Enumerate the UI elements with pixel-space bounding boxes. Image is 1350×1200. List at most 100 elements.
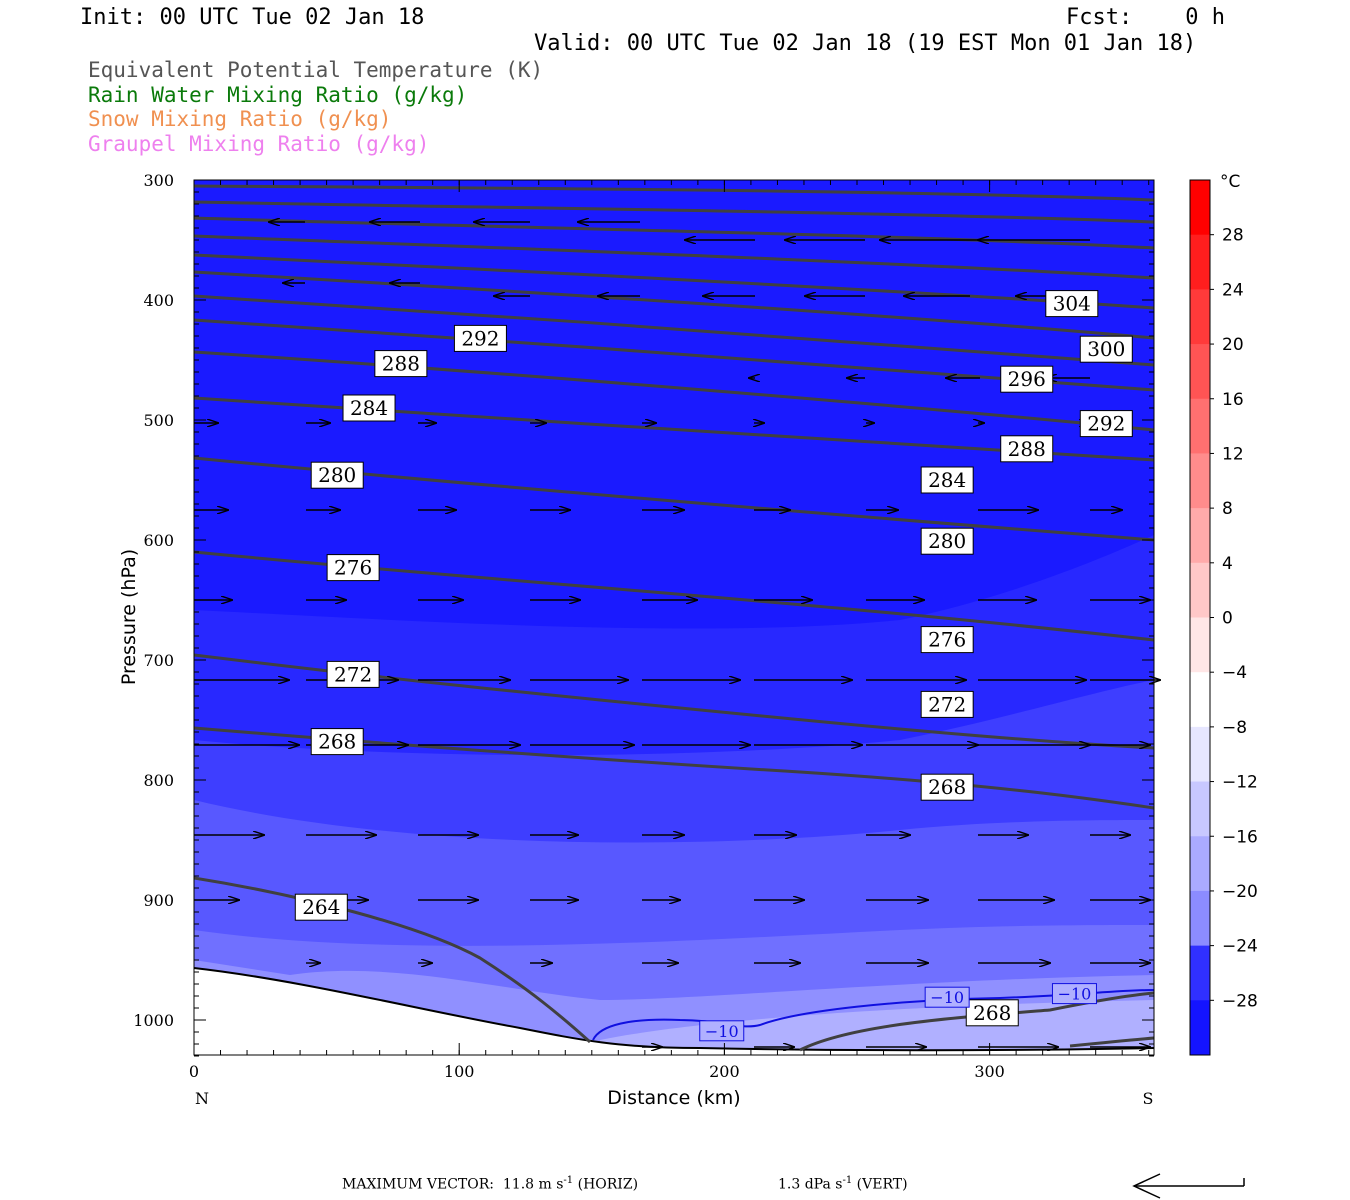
colorbar-band	[1190, 562, 1210, 618]
y-tick-label: 1000	[133, 1011, 174, 1030]
theta-e-label: 280	[920, 527, 974, 555]
colorbar-label: 4	[1222, 554, 1233, 574]
colorbar-band	[1190, 890, 1210, 947]
theta-e-label-text: 268	[973, 1001, 1011, 1025]
colorbar-band	[1190, 453, 1210, 509]
theta-e-line	[194, 253, 1154, 310]
theta-e-label: 284	[920, 466, 974, 494]
theta-e-label: 264	[294, 893, 348, 921]
forecast-hour: Fcst: 0 h	[1066, 5, 1225, 30]
theta-e-label-box	[310, 728, 364, 756]
minor-ticks	[193, 179, 1154, 1057]
y-tick-label: 700	[143, 651, 174, 670]
footer-vert-tail: (VERT)	[852, 1176, 908, 1193]
theta-e-line	[194, 876, 592, 1044]
colorbar-band	[1190, 1000, 1210, 1056]
theta-e-label-box	[453, 324, 507, 352]
theta-e-label-text: 280	[318, 463, 356, 487]
x-tick-label: 200	[709, 1062, 740, 1081]
plot-frame	[193, 179, 1155, 1056]
theta-e-label-text: 276	[928, 628, 966, 652]
theta-e-label-text: 288	[1008, 437, 1046, 461]
theta-e-label-text: 296	[1008, 367, 1046, 391]
theta-e-label-text: 272	[928, 692, 966, 716]
theta-e-label: 268	[310, 728, 364, 756]
theta-e-label-box	[920, 773, 974, 801]
colorbar-label: 12	[1222, 444, 1244, 464]
theta-e-label-text: 284	[350, 396, 388, 420]
theta-e-label-text: 284	[928, 468, 966, 492]
colorbar-band	[1190, 672, 1210, 728]
colorbar-label: 24	[1222, 280, 1244, 300]
field-graupel: Graupel Mixing Ratio (g/kg)	[88, 132, 430, 156]
colorbar-band	[1190, 617, 1210, 673]
y-axis-label: Pressure (hPa)	[118, 549, 140, 685]
theta-e-line	[194, 270, 1154, 340]
theta-e-label-box	[920, 626, 974, 654]
colorbar-label: 16	[1222, 390, 1244, 410]
theta-e-line	[194, 350, 1154, 432]
footer-vert-value: 1.3 dPa s	[778, 1176, 843, 1193]
theta-e-label-text: 280	[928, 529, 966, 553]
colorbar-band	[1190, 726, 1210, 783]
theta-e-label-text: 268	[928, 775, 966, 799]
isotherm-label-box	[924, 986, 970, 1008]
theta-e-label: 272	[920, 690, 974, 718]
x-tick-label: 0	[189, 1062, 199, 1081]
theta-e-line	[194, 234, 1154, 280]
colorbar: 28 24 20 16 12 8 4 0 −4 −8 −12 −16 −20 −24 −28	[1189, 179, 1258, 1056]
y-tick-label: 400	[143, 291, 174, 310]
theta-e-label-box	[326, 660, 380, 688]
theta-e-label: 288	[374, 350, 428, 378]
max-vector-arrowhead	[1132, 1173, 1161, 1199]
contour-labels: 304 300 296 292 292 288 288 284 284 280 280 276 276 2…	[294, 290, 1133, 1042]
colorbar-band	[1190, 234, 1210, 290]
field-theta-e: Equivalent Potential Temperature (K)	[88, 58, 544, 82]
footer-horiz-exp: -1	[563, 1175, 574, 1186]
colorbar-label: −20	[1222, 882, 1258, 902]
theta-e-label-box	[1079, 335, 1133, 363]
footer-horiz-value: MAXIMUM VECTOR: 11.8 m s	[342, 1176, 564, 1193]
colorbar-label: −4	[1222, 663, 1247, 683]
theta-e-label-box	[1079, 410, 1133, 438]
theta-e-line	[194, 184, 1154, 202]
x-left-label: N	[195, 1089, 209, 1108]
theta-e-line	[1069, 1036, 1154, 1048]
colorbar-band	[1190, 836, 1210, 892]
theta-e-label-box	[1045, 290, 1099, 318]
theta-e-label-box	[1000, 435, 1054, 463]
theta-e-label: 276	[326, 554, 380, 582]
y-tick-label: 500	[143, 411, 174, 430]
colorbar-band	[1190, 398, 1210, 454]
theta-e-label: 300	[1079, 335, 1133, 363]
x-tick-label: 100	[444, 1062, 475, 1081]
colorbar-label: −28	[1222, 991, 1258, 1011]
theta-e-label-box	[1000, 365, 1054, 393]
theta-e-label: 304	[1045, 290, 1099, 318]
valid-time: Valid: 00 UTC Tue 02 Jan 18 (19 EST Mon …	[534, 31, 1197, 56]
max-vector-vert: 1.3 dPa s-1 (VERT)	[778, 1175, 908, 1193]
max-vector-horiz: MAXIMUM VECTOR: 11.8 m s-1 (HORIZ)	[342, 1175, 638, 1193]
isotherm-label: −10	[699, 1020, 745, 1042]
theta-e-label-text: 300	[1087, 337, 1125, 361]
colorbar-band	[1190, 180, 1210, 236]
init-time: Init: 00 UTC Tue 02 Jan 18	[80, 5, 425, 30]
terrain-outline	[193, 967, 1155, 1052]
isotherm-label-text: −10	[1058, 985, 1092, 1004]
theta-e-label-text: 288	[382, 352, 420, 376]
isotherm-label: −10	[924, 986, 970, 1008]
theta-e-label: 288	[1000, 435, 1054, 463]
theta-e-label: 292	[1079, 410, 1133, 438]
theta-e-label: 268	[965, 999, 1019, 1027]
colorbar-label: −12	[1222, 773, 1258, 793]
theta-e-line	[194, 294, 1154, 367]
y-tick-label: 900	[143, 891, 174, 910]
theta-e-label: 292	[453, 324, 507, 352]
theta-e-label: 268	[920, 773, 974, 801]
isotherm-label-text: −10	[705, 1022, 739, 1041]
temperature-shading	[194, 180, 1154, 1055]
x-axis-ticks: 0 100 200 300	[189, 180, 1005, 1081]
theta-e-label-box	[342, 394, 396, 422]
theta-e-label: 296	[1000, 365, 1054, 393]
